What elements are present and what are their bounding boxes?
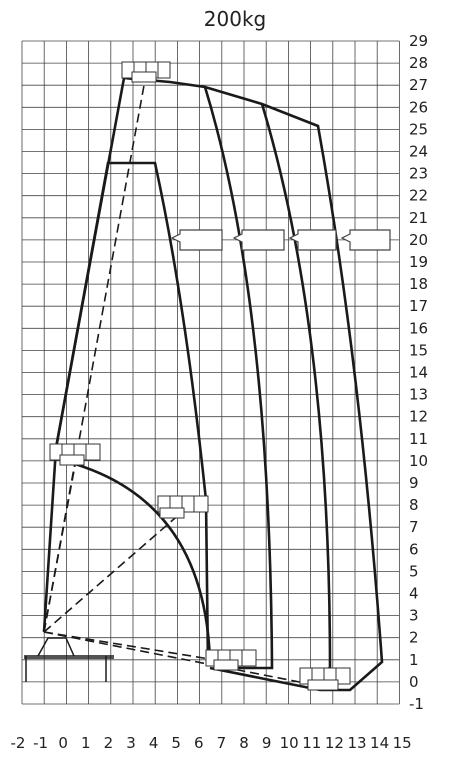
y-tick-label: 6 bbox=[409, 540, 419, 558]
y-tick-label: 16 bbox=[409, 319, 428, 337]
platforms bbox=[49, 61, 351, 691]
y-tick-label: 26 bbox=[409, 98, 428, 116]
y-tick-label: 0 bbox=[409, 673, 419, 691]
y-tick-label: 9 bbox=[409, 474, 419, 492]
diagram-title: 200kg bbox=[204, 7, 266, 31]
curve-2 bbox=[260, 103, 332, 680]
y-tick-label: 22 bbox=[409, 187, 428, 205]
x-tick-label: 10 bbox=[280, 734, 299, 752]
y-tick-label: -1 bbox=[409, 695, 424, 713]
x-axis-labels: -2 -1 0 1 2 3 4 5 6 7 8 9 10 11 12 13 14 15 bbox=[11, 734, 412, 752]
x-tick-label: 1 bbox=[81, 734, 91, 752]
boom-to-mid bbox=[43, 459, 77, 633]
label-box-4 bbox=[340, 229, 391, 251]
y-tick-label: 29 bbox=[409, 32, 428, 50]
y-tick-label: 28 bbox=[409, 54, 428, 72]
x-tick-label: 6 bbox=[194, 734, 204, 752]
curve-3 bbox=[204, 499, 210, 666]
y-tick-label: 4 bbox=[409, 585, 419, 603]
boom-to-ground bbox=[43, 631, 229, 663]
x-tick-label: 11 bbox=[302, 734, 321, 752]
platform-reach bbox=[157, 495, 209, 519]
x-tick-label: 7 bbox=[217, 734, 227, 752]
y-tick-label: 24 bbox=[409, 143, 428, 161]
turret-base bbox=[37, 637, 75, 657]
y-tick-label: 14 bbox=[409, 364, 428, 382]
y-tick-label: 2 bbox=[409, 629, 419, 647]
y-tick-label: 5 bbox=[409, 562, 419, 580]
platform-ground bbox=[205, 649, 257, 671]
x-tick-label: 0 bbox=[58, 734, 68, 752]
y-tick-label: 7 bbox=[409, 518, 419, 536]
y-tick-label: 1 bbox=[409, 651, 419, 669]
x-tick-label: 13 bbox=[347, 734, 366, 752]
platform-far bbox=[299, 667, 351, 691]
y-tick-label: 12 bbox=[409, 408, 428, 426]
y-tick-label: 10 bbox=[409, 452, 428, 470]
platform-top bbox=[121, 61, 171, 83]
range-curves bbox=[42, 76, 384, 692]
load-label-boxes bbox=[170, 229, 391, 251]
outer-envelope bbox=[42, 76, 384, 692]
y-axis-labels: -101234567891011121314151617181920212223… bbox=[409, 32, 428, 713]
label-box-2 bbox=[232, 229, 285, 251]
y-tick-label: 18 bbox=[409, 275, 428, 293]
y-tick-label: 25 bbox=[409, 120, 428, 138]
x-tick-label: 9 bbox=[262, 734, 272, 752]
boom-to-top bbox=[43, 79, 146, 633]
y-tick-label: 27 bbox=[409, 76, 428, 94]
y-tick-label: 19 bbox=[409, 253, 428, 271]
y-tick-label: 8 bbox=[409, 496, 419, 514]
y-tick-label: 17 bbox=[409, 297, 428, 315]
y-tick-label: 15 bbox=[409, 341, 428, 359]
curve-1 bbox=[203, 86, 274, 670]
y-tick-label: 11 bbox=[409, 430, 428, 448]
inner-envelope bbox=[54, 161, 208, 501]
y-tick-label: 23 bbox=[409, 165, 428, 183]
y-tick-label: 20 bbox=[409, 231, 428, 249]
platform-mid bbox=[49, 443, 101, 466]
label-box-3 bbox=[288, 229, 337, 251]
x-tick-label: -2 bbox=[11, 734, 26, 752]
x-tick-label: 8 bbox=[239, 734, 249, 752]
boom-to-reach bbox=[43, 511, 183, 633]
x-tick-label: 5 bbox=[171, 734, 181, 752]
vehicle-base bbox=[24, 637, 114, 682]
arc-lower bbox=[67, 460, 212, 663]
x-tick-label: 2 bbox=[104, 734, 114, 752]
x-tick-label: 15 bbox=[393, 734, 412, 752]
x-tick-label: 4 bbox=[149, 734, 159, 752]
x-tick-label: 14 bbox=[370, 734, 389, 752]
boom-positions-dashed bbox=[43, 79, 321, 687]
x-tick-label: -1 bbox=[33, 734, 48, 752]
x-tick-label: 3 bbox=[126, 734, 136, 752]
label-box-1 bbox=[170, 229, 223, 251]
boom-to-far bbox=[43, 631, 321, 687]
x-tick-label: 12 bbox=[325, 734, 344, 752]
grid bbox=[21, 40, 400, 705]
y-tick-label: 21 bbox=[409, 209, 428, 227]
y-tick-label: 13 bbox=[409, 386, 428, 404]
y-tick-label: 3 bbox=[409, 607, 419, 625]
